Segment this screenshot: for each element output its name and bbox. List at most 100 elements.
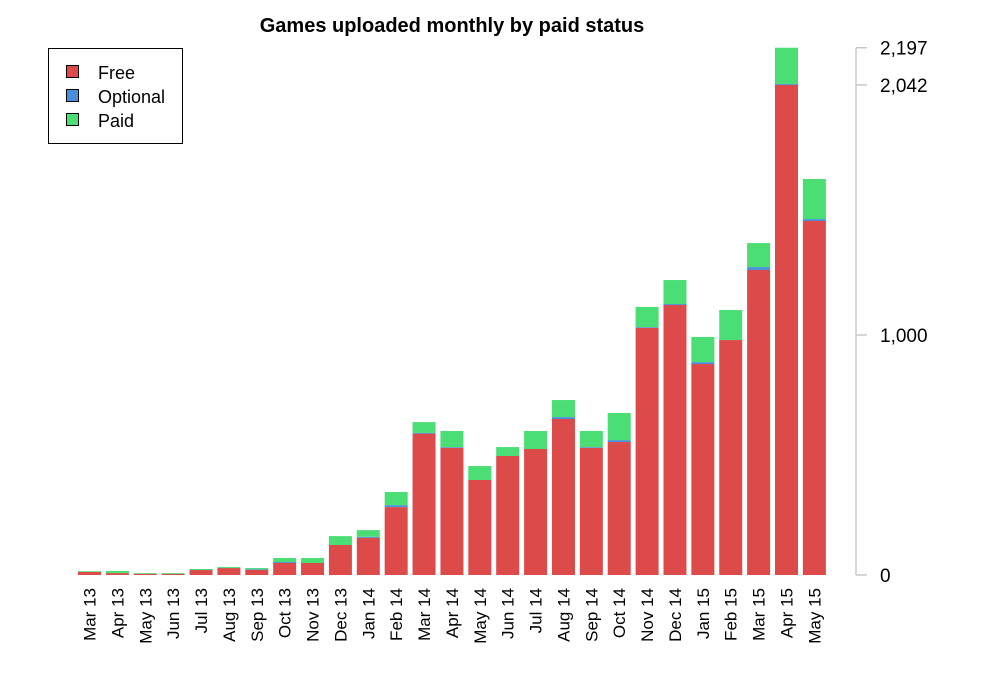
bar-optional-mar-14 [412,432,436,434]
bar-free-nov-14 [635,327,659,575]
x-axis-labels: Mar 13 Apr 13 May 13 Jun 13 Jul 13 Aug 13 Sep … [81,588,825,644]
bar-free-feb-15 [719,340,743,575]
x-tick-label: Apr 15 [778,588,797,638]
bar-optional-sep-14 [579,447,603,448]
bar-optional-oct-13 [273,562,297,563]
bar-paid-feb-15 [719,310,743,341]
chart-title: Games uploaded monthly by paid status [260,15,645,37]
x-tick-label: Mar 15 [750,588,769,641]
bar-paid-mar-15 [747,243,771,268]
legend-swatch-paid [66,113,79,126]
x-tick-label: Jan 15 [694,588,713,639]
bar-free-apr-15 [775,84,798,576]
bar-paid-sep-13 [245,568,269,570]
bar-paid-jul-14 [524,431,548,449]
x-tick-label: Dec 13 [331,588,350,642]
bar-paid-oct-14 [607,413,631,441]
x-tick-label: May 15 [805,588,824,644]
bar-free-aug-14 [551,419,575,575]
bar-paid-may-15 [802,179,826,220]
bar-free-may-13 [133,573,157,575]
bars [78,47,826,576]
x-tick-label: Nov 14 [638,588,657,642]
x-tick-label: Dec 14 [666,588,685,642]
bar-free-dec-13 [328,545,352,575]
bar-optional-nov-14 [635,327,659,328]
bar-paid-aug-13 [217,567,241,569]
bar-free-oct-13 [273,563,297,575]
bar-paid-jan-15 [691,336,715,363]
bar-free-may-14 [468,479,492,575]
legend-swatch-free [66,65,79,78]
legend: Free Optional Paid [48,48,183,144]
bar-optional-apr-15 [775,83,798,85]
bar-paid-may-13 [133,573,157,574]
bar-optional-jan-14 [356,536,380,538]
legend-label-paid: Paid [98,111,134,131]
bar-free-jan-15 [691,364,715,575]
bar-free-mar-15 [747,269,771,575]
bar-free-oct-14 [607,442,631,575]
bar-paid-oct-13 [273,557,297,563]
x-tick-label: Oct 13 [276,588,295,638]
bar-optional-feb-14 [384,505,408,508]
bar-paid-mar-14 [412,422,436,433]
x-tick-label: Sep 14 [582,588,601,642]
bar-paid-dec-13 [328,536,352,545]
bar-paid-apr-13 [105,570,129,574]
x-tick-label: Nov 13 [304,588,323,642]
x-tick-label: Apr 14 [443,588,462,638]
x-tick-label: May 13 [136,588,155,644]
bar-free-nov-13 [301,563,325,575]
x-tick-label: Jul 13 [192,588,211,633]
bar-free-apr-14 [440,447,464,575]
bar-paid-jun-13 [161,573,185,574]
bar-paid-apr-15 [775,47,798,84]
bar-paid-jul-13 [189,569,213,570]
bar-paid-jan-14 [356,530,380,537]
x-tick-label: Mar 14 [415,588,434,641]
bar-free-mar-14 [412,433,436,575]
x-tick-label: Feb 14 [387,588,406,641]
bar-free-sep-13 [245,569,269,575]
bar-paid-dec-14 [663,280,687,305]
bar-free-mar-13 [78,571,101,575]
x-tick-label: Aug 14 [554,588,573,642]
bar-optional-apr-14 [440,447,464,448]
x-tick-label: Jul 14 [527,588,546,633]
x-tick-label: May 14 [471,588,490,644]
bar-paid-nov-14 [635,306,659,328]
bar-paid-jun-14 [496,447,520,456]
x-tick-label: Apr 13 [108,588,127,638]
x-tick-label: Jun 13 [164,588,183,639]
bar-paid-nov-13 [301,557,325,563]
x-tick-label: Jun 14 [499,588,518,639]
bar-free-feb-14 [384,507,408,575]
x-tick-label: Jan 14 [359,588,378,639]
bar-free-dec-14 [663,305,687,575]
x-tick-label: Sep 13 [248,588,267,642]
x-tick-label: Aug 13 [220,588,239,642]
y-tick-label: 0 [880,566,891,587]
x-tick-label: Mar 13 [81,588,100,641]
bar-paid-aug-14 [551,400,575,418]
legend-label-free: Free [98,63,135,83]
y-axis: 0 1,000 2,042 2,197 [855,39,928,587]
legend-swatch-optional [66,89,79,102]
bar-free-jan-14 [356,537,380,575]
bar-free-jun-13 [161,573,185,575]
bar-free-jul-13 [189,569,213,575]
bar-optional-jan-15 [691,362,715,365]
bar-free-may-15 [802,221,826,575]
bar-free-jul-14 [524,449,548,575]
legend-label-optional: Optional [98,87,165,107]
bar-optional-mar-15 [747,267,771,270]
bar-paid-apr-14 [440,431,464,448]
bar-paid-feb-14 [384,491,408,506]
y-tick-label: 2,042 [880,76,928,97]
bar-paid-may-14 [468,466,492,480]
bar-optional-aug-14 [551,417,575,419]
x-tick-label: Feb 15 [722,588,741,641]
y-tick-label: 1,000 [880,326,928,347]
